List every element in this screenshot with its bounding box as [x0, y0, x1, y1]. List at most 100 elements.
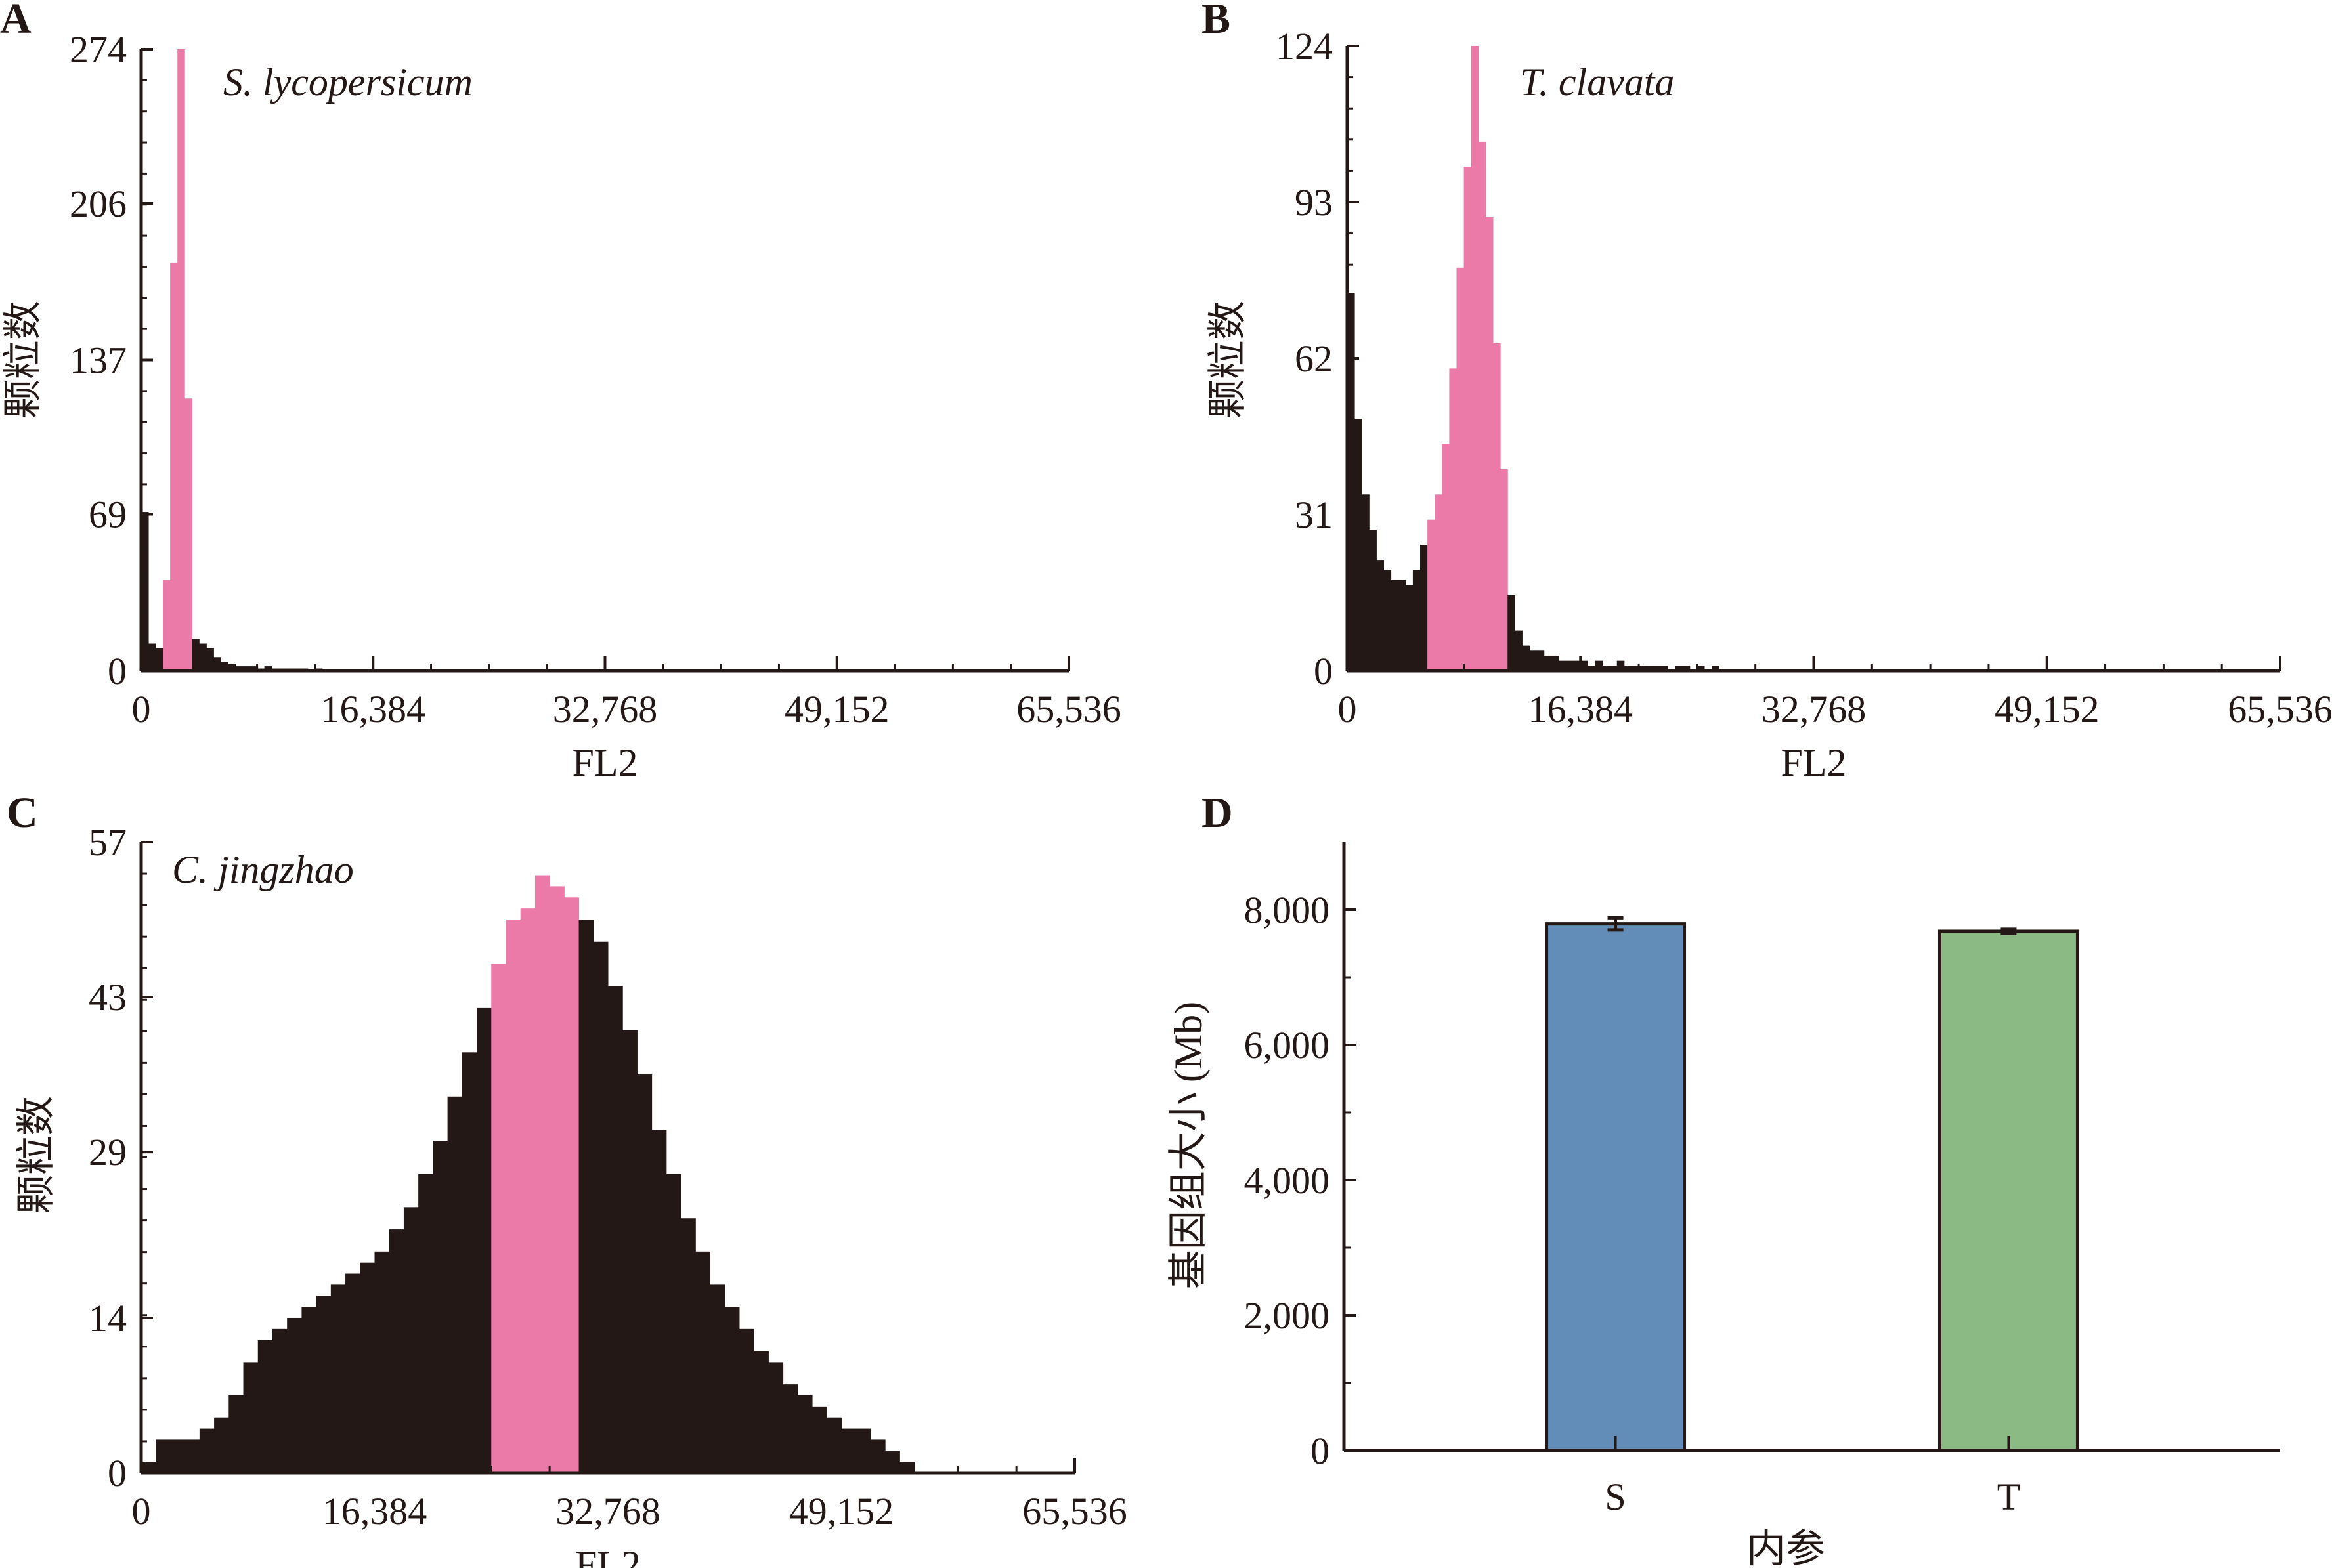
- histogram-bin: [462, 1052, 477, 1473]
- histogram-bin: [1616, 660, 1625, 671]
- histogram-bin: [433, 1141, 448, 1473]
- gated-bin: [550, 886, 565, 1473]
- gated-bin: [1427, 519, 1435, 671]
- gated-bin: [184, 398, 192, 671]
- histogram-bin: [1405, 585, 1414, 671]
- histogram-bin: [235, 666, 244, 671]
- histogram-bin: [1369, 530, 1377, 671]
- histogram-bin: [1573, 660, 1581, 671]
- histogram-bin: [870, 1439, 886, 1473]
- histogram-bin: [1566, 660, 1574, 671]
- histogram-bin: [608, 986, 623, 1473]
- x-tick-label: 16,384: [321, 688, 426, 731]
- histogram-bin: [1347, 293, 1355, 671]
- histogram-bin: [651, 1130, 667, 1473]
- histogram-bin: [156, 648, 163, 671]
- gated-bin: [1449, 368, 1458, 671]
- histogram-bin: [221, 662, 228, 671]
- gated-bin: [177, 49, 185, 671]
- x-tick-label: 65,536: [1016, 688, 1121, 731]
- species-label: S. lycopersicum: [223, 60, 473, 104]
- x-tick-label: 32,768: [1761, 688, 1867, 731]
- histogram-bin: [243, 1362, 259, 1473]
- panel-a: A 0 16,384 32,768 49,152 65,536 0 69 137 206 274 FL…: [0, 0, 1121, 784]
- gated-bin: [1485, 217, 1494, 671]
- panel-letter: B: [1201, 0, 1230, 43]
- x-tick-label: T: [1997, 1475, 2020, 1518]
- histogram-bin: [1515, 630, 1523, 671]
- gated-bin: [1500, 469, 1508, 671]
- histogram-bin: [1558, 660, 1567, 671]
- histogram-bin: [1398, 580, 1406, 671]
- histogram-bin: [578, 920, 594, 1473]
- x-tick-label: 0: [132, 688, 151, 731]
- histogram-bin: [681, 1218, 696, 1473]
- histogram-bin: [724, 1307, 740, 1473]
- y-tick-label: 0: [108, 1452, 127, 1494]
- histogram-bin: [1362, 494, 1370, 671]
- histogram-bin: [1653, 666, 1661, 671]
- gated-bin: [1456, 267, 1465, 671]
- histogram-bin: [345, 1273, 360, 1473]
- x-tick-label: 49,152: [1995, 688, 2100, 731]
- y-axis-label: 基因组大小 (Mb): [1167, 1002, 1210, 1289]
- histogram-bin: [710, 1284, 725, 1473]
- histogram-bin: [199, 643, 207, 671]
- x-tick-label: 49,152: [785, 688, 890, 731]
- histogram-bin: [622, 1030, 638, 1473]
- histogram-bin: [1391, 580, 1399, 671]
- histogram-bin: [754, 1351, 769, 1473]
- histogram-bin: [1712, 666, 1719, 671]
- x-tick-label: 49,152: [789, 1490, 894, 1533]
- histogram-bin: [272, 1328, 288, 1473]
- gated-bin: [520, 908, 536, 1473]
- histogram-bin: [1624, 666, 1632, 671]
- histogram-bin: [374, 1251, 390, 1473]
- gated-bin: [163, 580, 171, 671]
- gated-bin: [491, 964, 506, 1473]
- panel-letter: D: [1201, 789, 1233, 837]
- y-tick-label: 14: [89, 1297, 127, 1340]
- histogram-bin: [783, 1384, 798, 1473]
- histogram-bin: [1522, 645, 1530, 671]
- histogram-bin: [1544, 655, 1552, 671]
- species-label: C. jingzhao: [172, 848, 354, 891]
- y-tick-label: 0: [108, 650, 127, 692]
- histogram-bin: [1412, 570, 1421, 671]
- histogram-bin: [242, 666, 251, 671]
- gated-bin: [170, 262, 178, 671]
- histogram-bin: [885, 1451, 900, 1473]
- gated-bin: [1478, 141, 1486, 671]
- histogram-bin: [1675, 666, 1683, 671]
- bar-S: [1545, 922, 1687, 1452]
- histogram-bin: [1383, 570, 1392, 671]
- gated-bin: [534, 875, 550, 1473]
- histogram-bin: [477, 1007, 492, 1473]
- histogram-bin: [403, 1207, 419, 1473]
- histogram-bin: [1536, 650, 1545, 671]
- y-axis-label: 颗粒数: [1, 301, 45, 419]
- histogram-bin: [1376, 560, 1385, 671]
- y-tick-label: 62: [1295, 337, 1333, 380]
- histogram-bin: [1551, 655, 1559, 671]
- histogram-bars: [141, 49, 323, 671]
- panel-letter: C: [7, 789, 38, 837]
- x-tick-label: 32,768: [555, 1490, 660, 1533]
- y-tick-label: 8,000: [1244, 889, 1330, 931]
- histogram-bin: [389, 1229, 404, 1473]
- x-tick-label: S: [1605, 1475, 1626, 1518]
- species-label: T. clavata: [1520, 60, 1675, 104]
- histogram-bin: [249, 666, 258, 671]
- x-axis-label: FL2: [575, 1543, 641, 1568]
- histogram-bin: [418, 1174, 433, 1473]
- histogram-bin: [192, 639, 200, 671]
- histogram-bars: [1347, 46, 1719, 671]
- histogram-bars: [141, 875, 915, 1473]
- gated-bin: [1435, 494, 1442, 671]
- y-tick-label: 206: [70, 182, 127, 225]
- histogram-bin: [228, 1395, 244, 1473]
- histogram-bin: [199, 1428, 215, 1473]
- histogram-bin: [1631, 666, 1639, 671]
- histogram-bin: [827, 1417, 842, 1473]
- panel-b: B 0 16,384 32,768 49,152 65,536 0 31 62 93 124 FL2 颗…: [1201, 0, 2333, 784]
